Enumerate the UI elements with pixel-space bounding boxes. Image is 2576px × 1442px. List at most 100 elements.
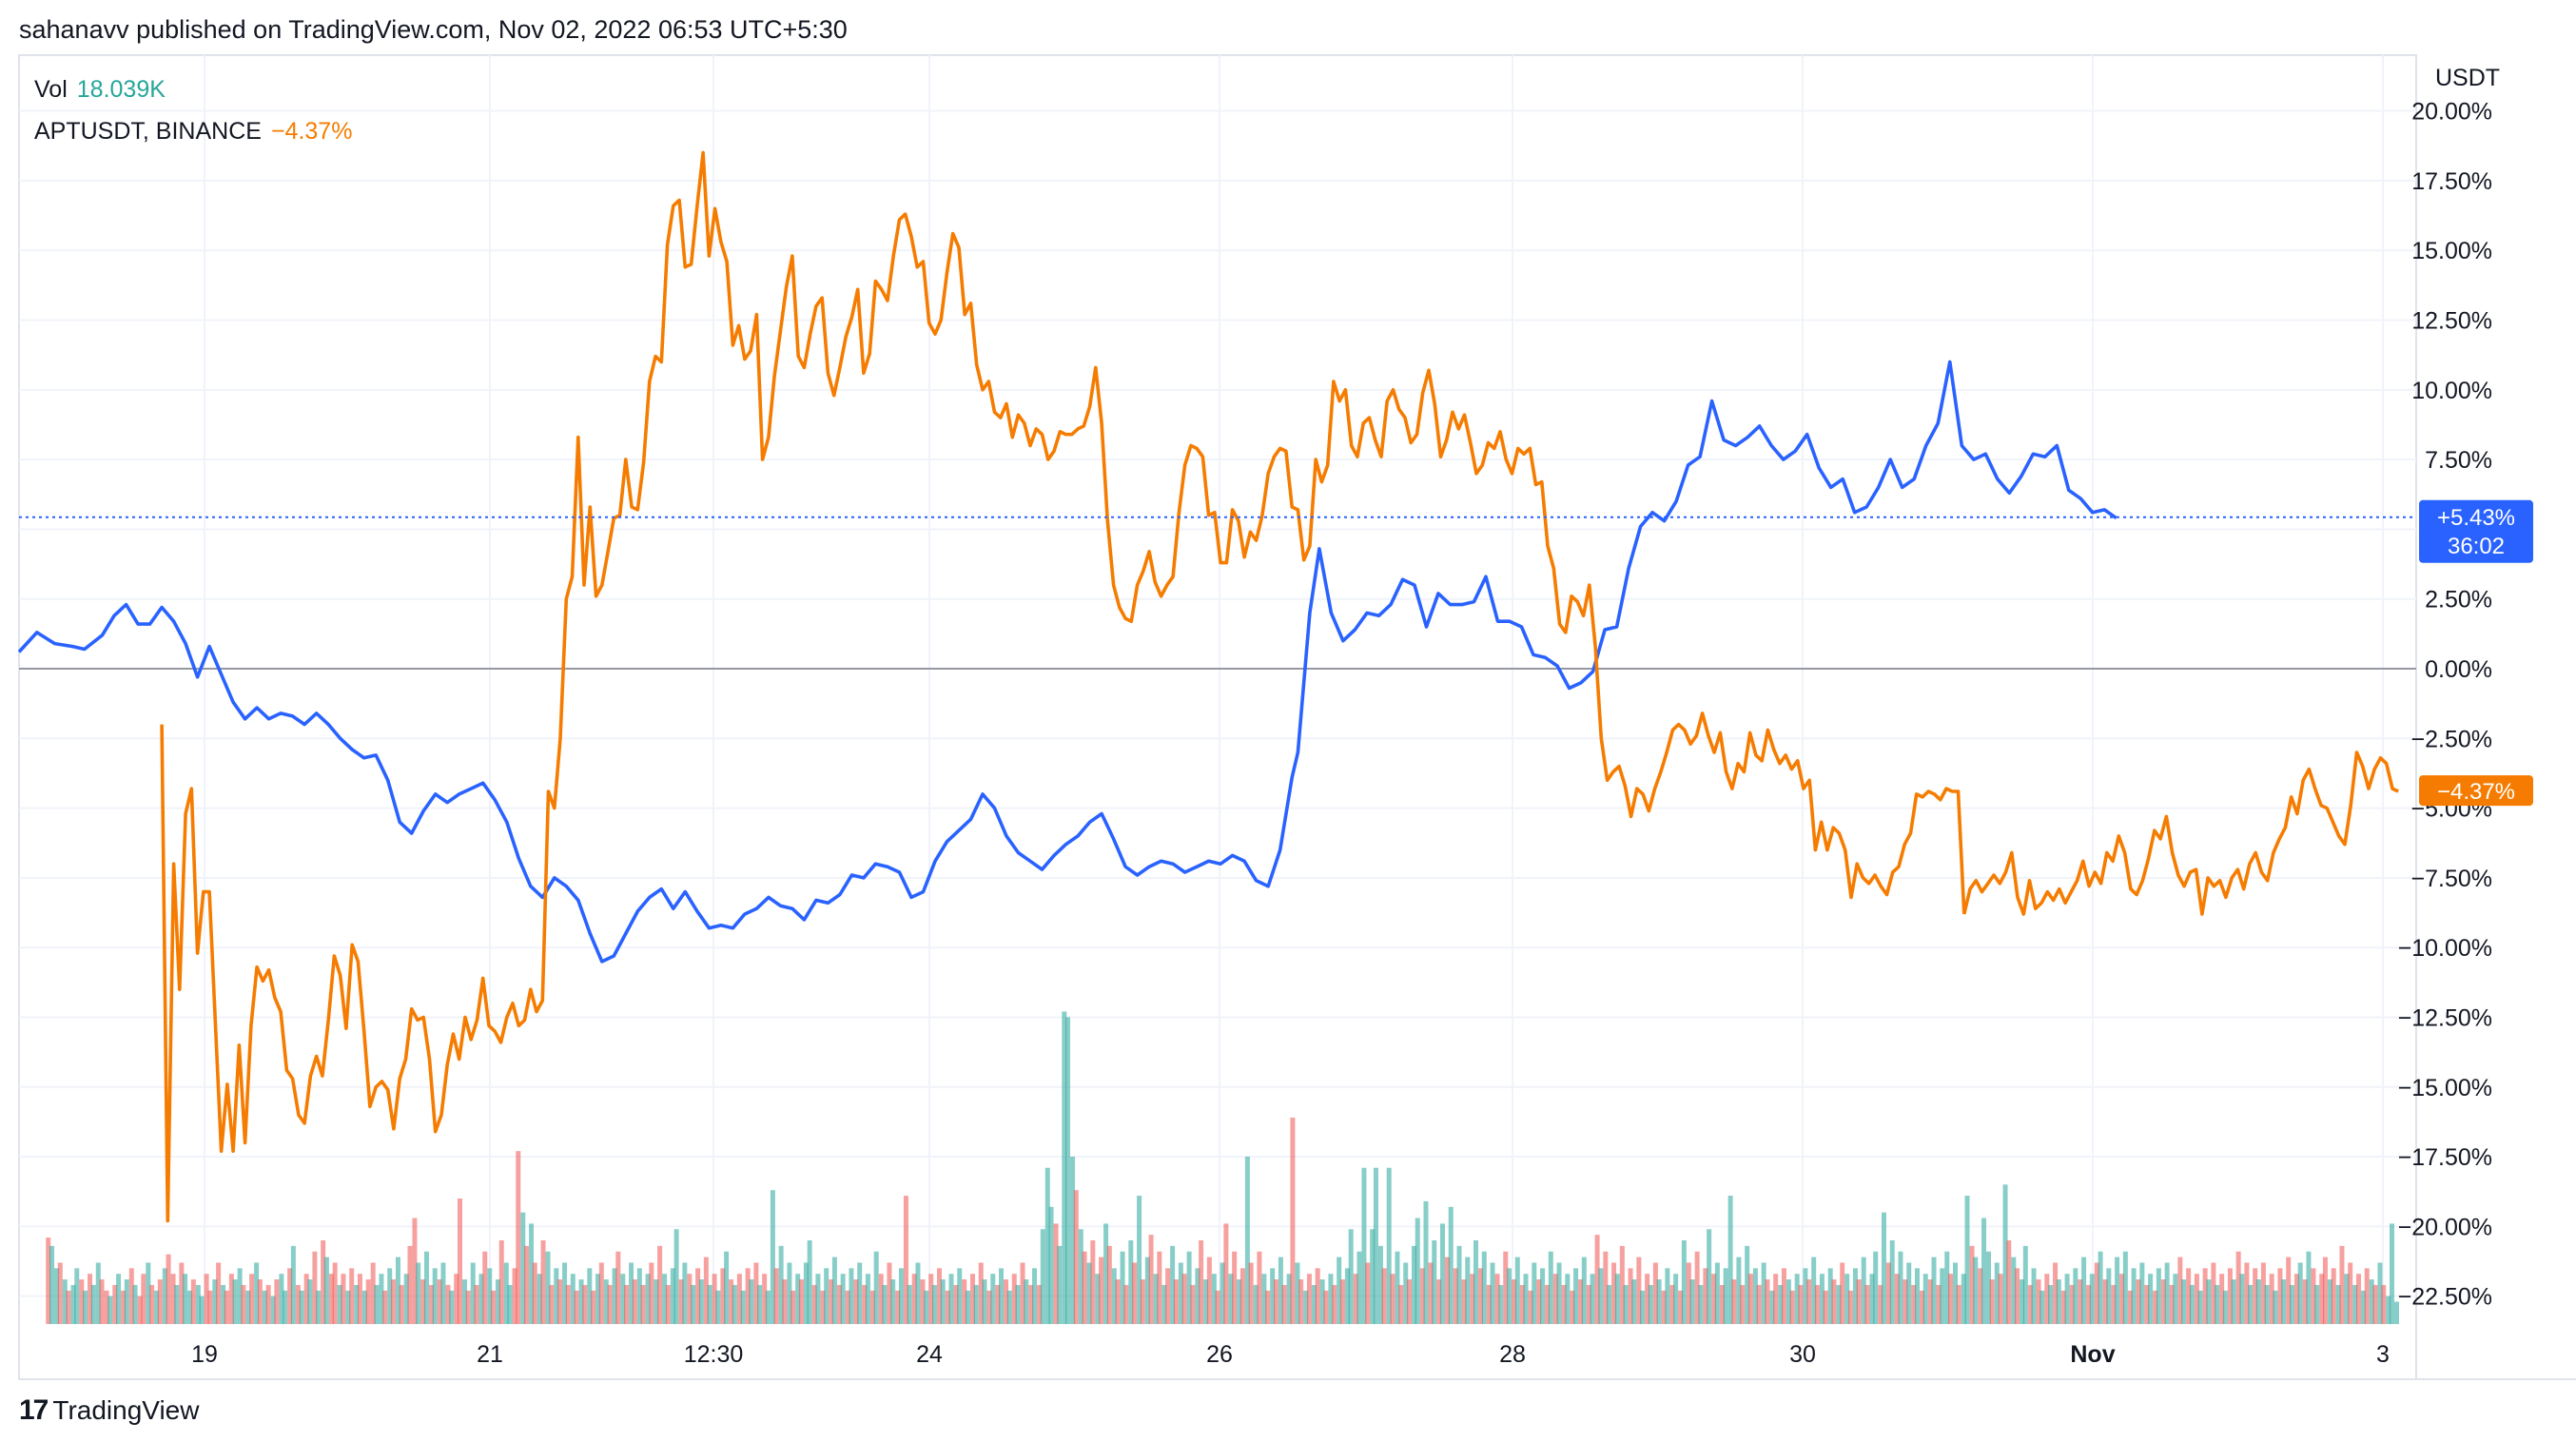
volume-bar — [853, 1279, 859, 1324]
volume-bar — [1161, 1284, 1167, 1324]
legend-vol-label: Vol — [34, 76, 68, 103]
volume-bar — [1694, 1251, 1700, 1324]
volume-bar — [1353, 1274, 1358, 1324]
volume-bar — [1228, 1274, 1234, 1324]
y-tick-label: 12.50% — [2411, 308, 2492, 335]
volume-bar — [1006, 1290, 1012, 1324]
volume-bar — [341, 1274, 346, 1324]
volume-bar — [1914, 1268, 1920, 1324]
volume-bar — [1778, 1284, 1784, 1324]
volume-bar — [2148, 1274, 2154, 1324]
volume-bar — [565, 1284, 571, 1324]
volume-bar — [2027, 1284, 2033, 1324]
volume-bar — [2177, 1257, 2183, 1324]
volume-bar — [1186, 1251, 1192, 1324]
volume-bar — [2319, 1274, 2325, 1324]
volume-bar — [673, 1229, 679, 1324]
volume-bar — [90, 1284, 96, 1324]
volume-bar — [2060, 1290, 2066, 1324]
volume-bar — [1806, 1279, 1812, 1324]
volume-bar — [1665, 1268, 1670, 1324]
volume-bar — [270, 1296, 276, 1324]
volume-bar — [1178, 1262, 1183, 1324]
volume-bar — [2015, 1268, 2020, 1324]
x-tick-label: 28 — [1499, 1341, 1526, 1368]
volume-bar — [428, 1284, 434, 1324]
volume-bar — [2164, 1262, 2170, 1324]
volume-bar — [295, 1284, 301, 1324]
volume-bar — [1057, 1245, 1063, 1324]
volume-bar — [815, 1274, 821, 1324]
volume-bar — [1852, 1268, 1858, 1324]
volume-bar — [312, 1251, 318, 1324]
volume-bar — [1170, 1245, 1176, 1324]
volume-bar — [1964, 1196, 1970, 1324]
volume-bar — [512, 1268, 517, 1324]
volume-bar — [146, 1262, 151, 1324]
volume-bar — [2306, 1251, 2312, 1324]
volume-bar — [936, 1268, 942, 1324]
volume-bar — [1095, 1274, 1101, 1324]
volume-bar — [478, 1274, 484, 1324]
volume-bar — [1111, 1268, 1117, 1324]
grid-lines — [18, 54, 2417, 1380]
volume-bar — [154, 1290, 160, 1324]
volume-bar — [1761, 1262, 1766, 1324]
volume-bar — [1827, 1268, 1833, 1324]
volume-bar — [1636, 1257, 1642, 1324]
volume-bar — [1831, 1279, 1837, 1324]
volume-bar — [2089, 1274, 2095, 1324]
volume-bar — [1903, 1279, 1908, 1324]
volume-bar — [2260, 1262, 2266, 1324]
volume-bar — [265, 1284, 271, 1324]
volume-bar — [940, 1279, 946, 1324]
volume-bar — [2194, 1274, 2199, 1324]
volume-bar — [1885, 1262, 1891, 1324]
volume-bar — [195, 1284, 201, 1324]
volume-bar — [1911, 1284, 1917, 1324]
volume-bar — [678, 1279, 684, 1324]
legend-vol-row[interactable]: Vol 18.039K — [34, 68, 352, 110]
volume-bar — [1686, 1262, 1691, 1324]
blue-countdown: 36:02 — [2448, 534, 2505, 559]
volume-bar — [445, 1284, 451, 1324]
volume-bar — [1436, 1279, 1442, 1324]
volume-bar — [2064, 1274, 2070, 1324]
volume-bar — [995, 1284, 1001, 1324]
volume-bar — [1140, 1279, 1145, 1324]
volume-bar — [2231, 1279, 2236, 1324]
volume-bar — [1981, 1218, 1987, 1324]
y-tick-label: −22.50% — [2398, 1284, 2492, 1311]
volume-bar — [612, 1268, 617, 1324]
volume-bar — [1123, 1284, 1129, 1324]
volume-bar — [2115, 1257, 2120, 1324]
volume-bar — [1769, 1290, 1775, 1324]
volume-bar — [1714, 1262, 1720, 1324]
volume-bar — [274, 1279, 280, 1324]
legend-symbol-row[interactable]: APTUSDT, BINANCE −4.37% — [34, 110, 352, 152]
volume-bar — [1004, 1279, 1009, 1324]
volume-bar — [1948, 1274, 1954, 1324]
volume-bar — [798, 1279, 804, 1324]
volume-bar — [407, 1245, 413, 1324]
x-tick-label: Nov — [2070, 1341, 2115, 1368]
volume-bar — [412, 1218, 418, 1324]
volume-bar — [2239, 1274, 2245, 1324]
volume-bar — [1040, 1229, 1045, 1324]
tradingview-brand[interactable]: 17 TradingView — [19, 1394, 199, 1427]
volume-bar — [2169, 1284, 2175, 1324]
volume-bar — [1711, 1274, 1717, 1324]
volume-bar — [290, 1245, 296, 1324]
volume-bar — [1811, 1257, 1817, 1324]
volume-bar — [1514, 1257, 1520, 1324]
volume-bar — [1745, 1245, 1750, 1324]
volume-bar — [1927, 1279, 1933, 1324]
legend-symbol-change: −4.37% — [270, 118, 353, 145]
volume-bar — [2289, 1284, 2294, 1324]
volume-bar — [945, 1290, 950, 1324]
y-tick-label: 10.00% — [2411, 378, 2492, 404]
volume-bar — [1661, 1290, 1667, 1324]
volume-bar — [66, 1290, 71, 1324]
volume-bar — [790, 1290, 796, 1324]
